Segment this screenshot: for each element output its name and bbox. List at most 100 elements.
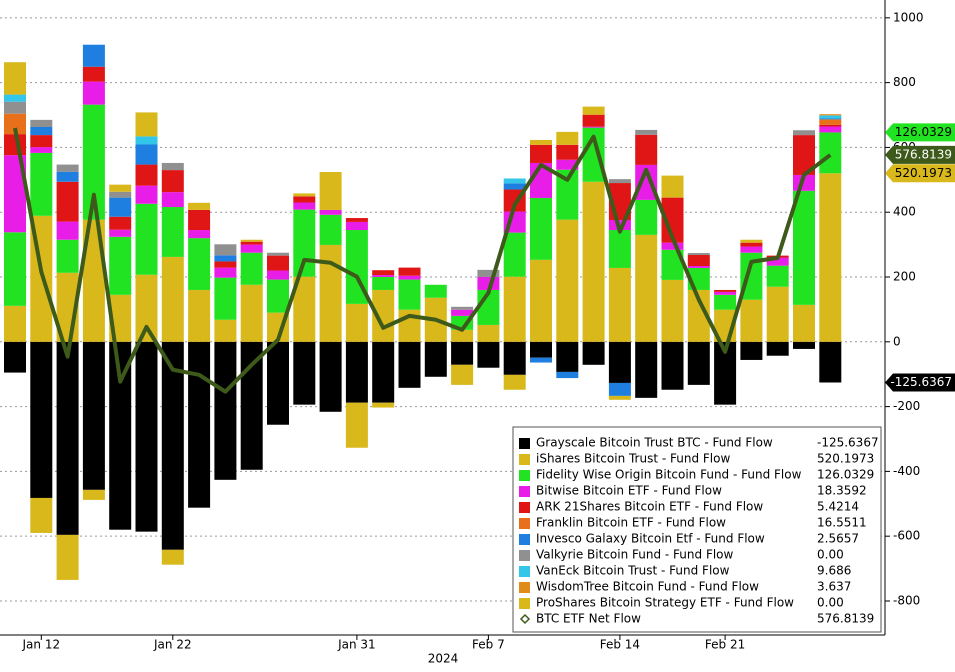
bar-segment [4, 305, 26, 342]
line-layer [13, 127, 832, 394]
bar-segment [56, 534, 79, 580]
bar-segment [661, 279, 684, 342]
bar-segment [372, 289, 395, 342]
bar-segment [188, 209, 211, 231]
bar-segment [819, 173, 842, 342]
bar-segment [793, 341, 815, 349]
bar-segment [819, 118, 842, 120]
bar-segment [188, 289, 211, 342]
x-tick-label: Jan 12 [22, 638, 61, 652]
x-tick-label: Jan 22 [153, 638, 192, 652]
bar-segment [819, 124, 842, 127]
bar-segment [30, 119, 53, 127]
bar-segment [345, 341, 368, 403]
value-tag [885, 164, 955, 183]
legend-label: Franklin Bitcoin ETF - Fund Flow [536, 516, 726, 530]
bar-segment [530, 341, 552, 358]
x-tick-label: Feb 7 [472, 638, 505, 652]
bar-segment [267, 270, 289, 280]
x-tick-label: Feb 14 [600, 638, 640, 652]
legend-swatch [519, 566, 530, 577]
bar-segment [214, 319, 237, 342]
bar-segment [766, 257, 789, 266]
bar-segment [56, 341, 79, 535]
y-tick-label: 800 [893, 75, 916, 89]
bar-segment [319, 244, 342, 342]
bar-segment [661, 242, 684, 250]
bar-segment [503, 183, 526, 190]
legend-label: Grayscale Bitcoin Trust BTC - Fund Flow [536, 436, 773, 450]
legend-swatch [519, 550, 530, 561]
y-tick-label: -800 [893, 593, 920, 607]
legend-value: 576.8139 [817, 612, 874, 626]
bar-segment [188, 230, 211, 239]
bar-segment [635, 341, 658, 398]
bar-segment [161, 207, 184, 257]
bar-segment [819, 119, 842, 125]
bar-segment [661, 197, 684, 243]
y-tick-label: 400 [893, 205, 916, 219]
bar-segment [687, 253, 710, 255]
bar-segment [451, 341, 474, 365]
bar-segment [608, 267, 631, 342]
bar-segment [635, 199, 658, 235]
value-tag [885, 145, 955, 164]
bar-segment [503, 232, 526, 277]
bar-segment [267, 341, 289, 425]
legend-swatch [519, 518, 530, 529]
bar-segment [267, 255, 289, 271]
legend-swatch [519, 598, 530, 609]
bar-segment [82, 66, 105, 82]
legend-swatch [519, 534, 530, 545]
bar-segment [608, 395, 631, 400]
bar-segment [687, 289, 710, 342]
bar-segment [819, 115, 842, 119]
bar-segment [30, 135, 53, 148]
bar-segment [161, 192, 184, 208]
bar-segment [530, 259, 552, 342]
legend-label: BTC ETF Net Flow [536, 612, 641, 626]
bar-segment [345, 221, 368, 231]
bar-segment [56, 239, 79, 273]
bar-segment [82, 219, 105, 342]
bar-segment [161, 549, 184, 565]
bar-segment [293, 209, 316, 277]
bar-segment [398, 267, 421, 276]
bar-segment [740, 239, 763, 243]
bar-segment [766, 286, 789, 342]
bar-segment [451, 364, 474, 385]
bar-segment [766, 341, 789, 356]
bar-segment [109, 197, 132, 217]
bar-segment [793, 304, 815, 342]
legend-swatch [519, 486, 530, 497]
bar-segment [530, 139, 552, 145]
bar-segment [188, 238, 211, 290]
bar-segment [214, 261, 237, 268]
bar-segment [56, 221, 79, 240]
bar-segment [661, 175, 684, 198]
bar-segment [109, 191, 132, 198]
bar-segment [451, 309, 474, 316]
value-tag-label: 576.8139 [895, 147, 952, 161]
bar-segment [819, 341, 842, 383]
bar-segment [372, 275, 395, 278]
bar-segment [740, 299, 763, 342]
legend: Grayscale Bitcoin Trust BTC - Fund Flow -… [512, 426, 882, 633]
bar-segment [82, 104, 105, 220]
bar-segment [345, 218, 368, 222]
bar-segment [135, 185, 158, 204]
bar-segment [82, 489, 105, 500]
bar-segment [477, 341, 500, 368]
y-tick-label: -200 [893, 399, 920, 413]
bar-segment [451, 329, 474, 342]
legend-marker [519, 613, 531, 625]
bar-segment [424, 284, 447, 298]
bar-segment [4, 155, 26, 233]
bar-segment [109, 341, 132, 530]
legend-label: Fidelity Wise Origin Bitcoin Fund - Fund… [536, 468, 802, 482]
bar-segment [109, 236, 132, 295]
legend-label: Valkyrie Bitcoin Fund - Fund Flow [536, 548, 734, 562]
bar-segment [687, 265, 710, 268]
legend-value: 9.686 [817, 564, 851, 578]
legend-swatch [519, 454, 530, 465]
